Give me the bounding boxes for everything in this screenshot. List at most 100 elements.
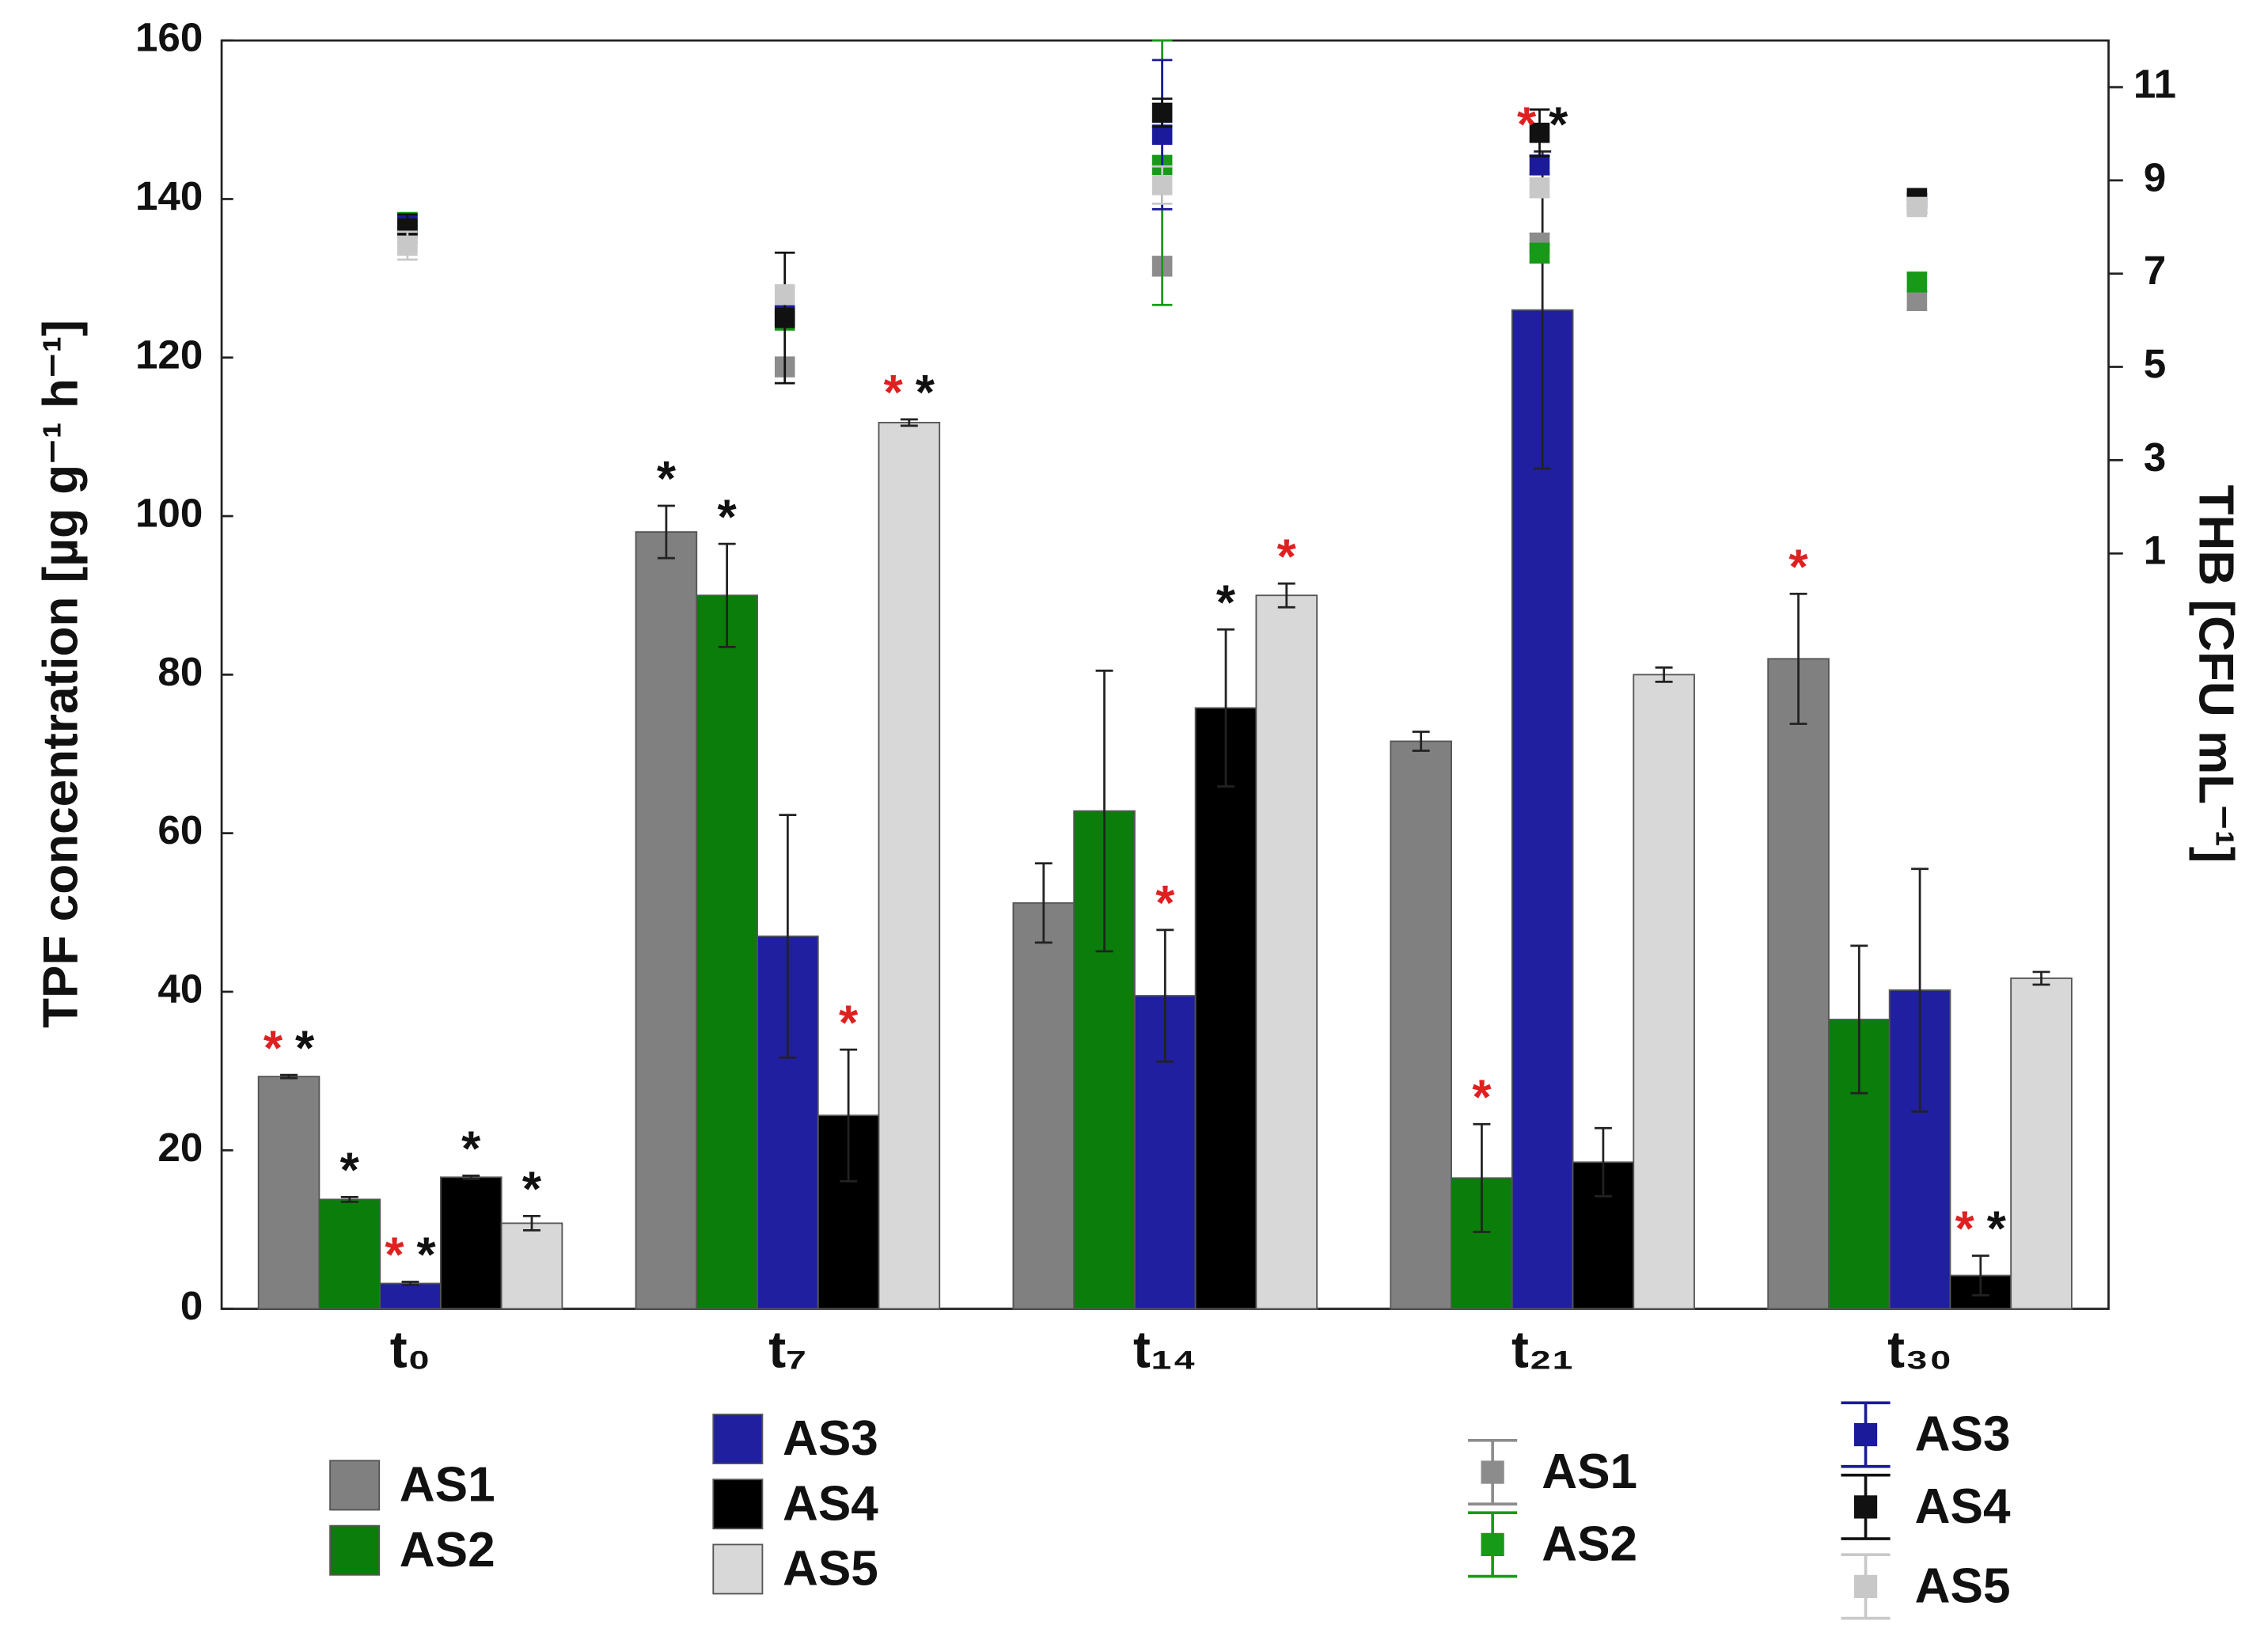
legend-label: AS5	[783, 1542, 878, 1596]
error-bar	[1095, 669, 1113, 953]
legend-label: AS1	[400, 1458, 495, 1513]
point	[1151, 102, 1173, 123]
y-tick-label: 20	[157, 1125, 203, 1170]
error-bar	[1156, 928, 1174, 1063]
significance-star: *	[295, 1021, 315, 1076]
legend-swatch	[712, 1479, 764, 1530]
error-bar	[1534, 150, 1552, 470]
bar	[1511, 309, 1574, 1310]
y-tick-label: 160	[135, 15, 203, 60]
significance-star: *	[884, 366, 904, 420]
significance-star: *	[839, 996, 859, 1050]
error-bar	[1217, 628, 1235, 788]
significance-star: *	[385, 1228, 404, 1283]
x-tick-label: t₁₄	[1133, 1320, 1197, 1379]
error-bar	[2032, 970, 2050, 986]
error-bar	[523, 1215, 540, 1232]
error-bar	[779, 814, 797, 1059]
point	[1529, 243, 1550, 264]
bar	[1888, 989, 1951, 1310]
point	[774, 307, 795, 328]
point	[1151, 124, 1173, 145]
significance-star: *	[522, 1163, 542, 1217]
error-bar	[840, 1048, 858, 1183]
error-bar	[657, 504, 675, 560]
bar	[318, 1198, 381, 1310]
y-tick-label: 80	[157, 649, 203, 694]
bar	[1255, 594, 1318, 1310]
bar	[1194, 707, 1257, 1310]
y2-axis-label: THB [CFU mL⁻¹]	[2189, 485, 2243, 864]
y-tick-label: 120	[135, 332, 203, 377]
legend-symbol	[1853, 1574, 1878, 1599]
point	[1906, 271, 1928, 293]
point	[1906, 290, 1928, 311]
significance-star: *	[1155, 876, 1175, 931]
error-bar	[340, 1195, 358, 1203]
error-bar	[401, 1281, 419, 1286]
legend-label: AS1	[1542, 1444, 1637, 1499]
legend-label: AS4	[783, 1476, 878, 1531]
error-bar	[1594, 1126, 1612, 1198]
y2-tick-label: 11	[2133, 62, 2176, 107]
bar	[257, 1076, 320, 1310]
error-bar	[1473, 1122, 1491, 1233]
significance-star: *	[1472, 1070, 1492, 1125]
x-tick-label: t₀	[390, 1320, 431, 1379]
y2-tick-label: 7	[2144, 248, 2166, 293]
y2-tick-label: 3	[2144, 435, 2166, 480]
legend-swatch	[329, 1460, 381, 1511]
bar	[1012, 902, 1075, 1310]
significance-star: *	[657, 452, 677, 507]
significance-star: *	[340, 1144, 360, 1198]
legend-label: AS5	[1915, 1558, 2011, 1613]
point	[1906, 196, 1928, 218]
error-bar	[1911, 867, 1929, 1113]
legend-symbol	[1481, 1460, 1504, 1484]
significance-star: *	[718, 490, 738, 545]
y-tick-label: 100	[135, 491, 203, 536]
significance-star: *	[1277, 530, 1297, 584]
legend-label: AS4	[1915, 1479, 2011, 1534]
bar	[1828, 1019, 1891, 1310]
x-tick-label: t₇	[768, 1320, 806, 1379]
bar	[379, 1282, 442, 1310]
legend-swatch	[712, 1414, 764, 1464]
x-tick-label: t₃₀	[1887, 1320, 1952, 1379]
y-tick-label: 60	[157, 807, 203, 852]
significance-star: *	[1987, 1202, 2007, 1257]
y2-tick-label: 5	[2144, 341, 2166, 386]
significance-star: *	[1955, 1202, 1975, 1257]
bar	[878, 421, 941, 1310]
error-bar	[900, 418, 918, 427]
bar	[500, 1222, 563, 1310]
x-tick-label: t₂₁	[1511, 1320, 1573, 1379]
error-bar	[1277, 582, 1295, 609]
legend-label: AS3	[1915, 1407, 2011, 1462]
error-bar	[280, 1073, 298, 1080]
legend-label: AS2	[1542, 1517, 1637, 1571]
bar	[696, 594, 758, 1310]
point	[1529, 123, 1550, 143]
y2-tick-label: 9	[2144, 154, 2166, 199]
significance-star: *	[417, 1228, 437, 1283]
legend-label: AS2	[400, 1523, 495, 1577]
error-bar	[718, 542, 736, 648]
bar	[1767, 658, 1830, 1310]
bar	[439, 1176, 503, 1310]
point	[1529, 177, 1550, 199]
legend-symbol	[1853, 1422, 1878, 1447]
point	[774, 284, 795, 306]
legend-swatch	[329, 1524, 381, 1576]
point	[397, 235, 418, 256]
legend-symbol	[1481, 1532, 1504, 1557]
error-bar	[462, 1174, 480, 1180]
significance-star: *	[1517, 98, 1537, 153]
y-tick-label: 140	[135, 173, 203, 218]
bar	[635, 531, 698, 1310]
y2-tick-label: 1	[2144, 528, 2166, 573]
bar	[2010, 978, 2073, 1310]
error-bar	[1971, 1255, 1989, 1296]
legend-symbol	[1853, 1495, 1878, 1519]
